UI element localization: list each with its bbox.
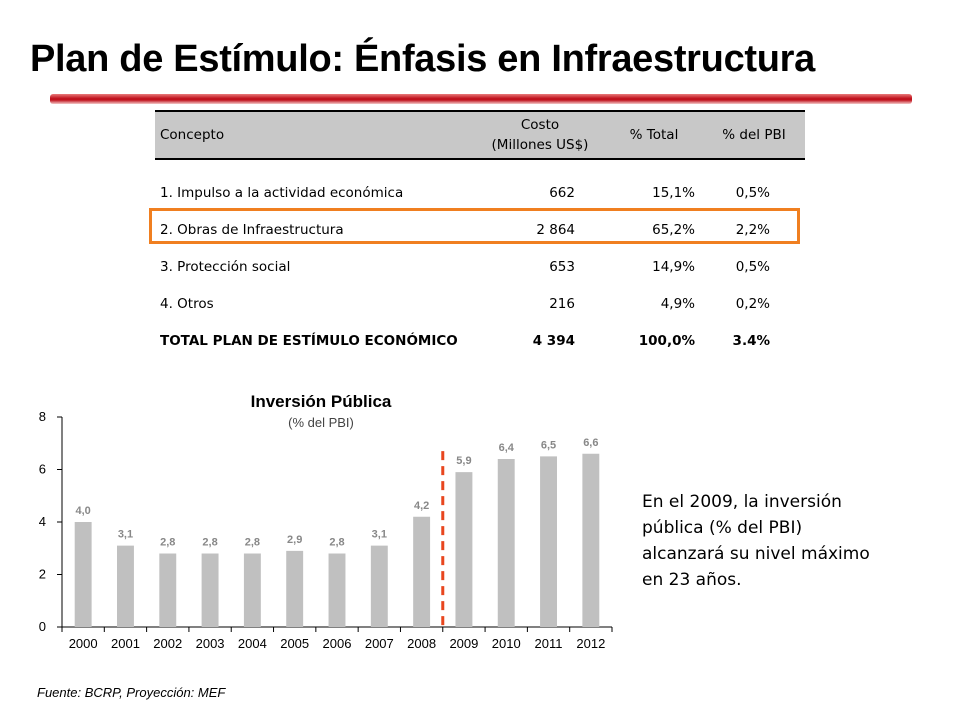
header-pct-pbi: % del PBI — [722, 127, 786, 143]
title-underline — [50, 94, 912, 104]
cell-concepto: 2. Obras de Infraestructura — [160, 221, 344, 238]
inversion-publica-chart: Inversión Pública (% del PBI) 0 2 4 6 8 4,0 20… — [0, 380, 640, 670]
y-tick-label: 2 — [39, 567, 46, 582]
cell-pct-total: 15,1% — [652, 184, 695, 201]
chart-marks: 0 2 4 6 8 4,0 2000 3,1 2001 2,8 2002 2,8 2003 2,8 2004… — [39, 409, 613, 651]
bar-data-label: 6,4 — [499, 442, 515, 454]
x-tick-label: 2004 — [238, 636, 267, 651]
header-concepto: Concepto — [160, 127, 225, 143]
table-total-row: TOTAL PLAN DE ESTÍMULO ECONÓMICO 4 394 1… — [155, 322, 805, 359]
table-row: 4. Otros 216 4,9% 0,2% — [155, 285, 805, 322]
cell-pct-pbi: 0,5% — [735, 184, 770, 201]
x-tick-label: 2010 — [492, 636, 521, 651]
y-tick-label: 0 — [39, 619, 46, 634]
bar-data-label: 6,6 — [583, 437, 598, 449]
cell-pct-total: 65,2% — [652, 221, 695, 238]
bar — [455, 472, 473, 627]
bar — [328, 553, 346, 627]
cell-concepto: 1. Impulso a la actividad económica — [160, 184, 404, 201]
header-costo-line2: (Millones US$) — [491, 137, 589, 153]
bar — [117, 545, 134, 627]
cell-total-concepto: TOTAL PLAN DE ESTÍMULO ECONÓMICO — [160, 332, 458, 349]
header-pct-total: % Total — [629, 127, 679, 143]
bar-data-label: 3,1 — [118, 529, 133, 541]
page-title: Plan de Estímulo: Énfasis en Infraestruc… — [30, 38, 816, 80]
cell-total-pct-pbi: 3.4% — [732, 332, 770, 349]
side-note-line1: En el 2009, la inversión — [642, 492, 842, 512]
cell-costo: 216 — [549, 295, 575, 312]
table-row: 1. Impulso a la actividad económica 662 … — [155, 174, 805, 211]
cell-concepto: 4. Otros — [160, 295, 214, 312]
bar — [201, 553, 219, 627]
y-tick-label: 6 — [39, 462, 46, 477]
x-tick-label: 2009 — [449, 636, 478, 651]
cell-pct-pbi: 2,2% — [735, 221, 770, 238]
chart-title: Inversión Pública — [251, 392, 392, 411]
cost-table: Concepto Costo (Millones US$) % Total % … — [155, 110, 805, 359]
infraestructura-highlight — [149, 208, 800, 244]
x-tick-label: 2008 — [407, 636, 436, 651]
bar — [243, 553, 261, 627]
cell-total-costo: 4 394 — [532, 332, 575, 349]
bar — [370, 545, 388, 627]
bar-data-label: 6,5 — [541, 439, 556, 451]
x-tick-label: 2007 — [365, 636, 394, 651]
bar — [413, 516, 431, 627]
x-tick-label: 2005 — [280, 636, 309, 651]
bar-data-label: 4,2 — [414, 500, 429, 512]
x-tick-label: 2003 — [196, 636, 225, 651]
y-tick-label: 4 — [39, 514, 46, 529]
bar — [540, 456, 557, 627]
cell-costo: 662 — [549, 184, 575, 201]
side-note-line2: pública (% del PBI) — [642, 518, 803, 538]
source-note: Fuente: BCRP, Proyección: MEF — [37, 685, 226, 700]
x-tick-label: 2006 — [323, 636, 352, 651]
bar-data-label: 2,8 — [160, 537, 175, 549]
table-header: Concepto Costo (Millones US$) % Total % … — [155, 110, 805, 160]
bar-data-label: 5,9 — [456, 455, 471, 467]
side-note: En el 2009, la inversión pública (% del … — [642, 489, 902, 593]
cell-pct-total: 14,9% — [652, 258, 695, 275]
bar — [286, 550, 304, 627]
x-tick-label: 2011 — [535, 636, 563, 651]
header-costo: Costo (Millones US$) — [475, 115, 605, 155]
cell-pct-pbi: 0,5% — [735, 258, 770, 275]
bar-data-label: 2,9 — [287, 534, 302, 546]
side-note-line4: en 23 años. — [642, 570, 742, 590]
bar — [582, 453, 600, 627]
x-tick-label: 2000 — [69, 636, 98, 651]
cell-pct-pbi: 0,2% — [735, 295, 770, 312]
table-row: 2. Obras de Infraestructura 2 864 65,2% … — [155, 211, 805, 248]
bar-data-label: 4,0 — [76, 505, 91, 517]
bar-data-label: 2,8 — [245, 537, 260, 549]
chart-subtitle: (% del PBI) — [288, 415, 354, 430]
bar-data-label: 2,8 — [329, 537, 344, 549]
header-costo-line1: Costo — [520, 117, 560, 133]
bar — [497, 459, 515, 627]
bar — [74, 522, 92, 627]
side-note-line3: alcanzará su nivel máximo — [642, 544, 870, 564]
bar — [159, 553, 177, 627]
x-tick-label: 2001 — [111, 636, 140, 651]
cell-pct-total: 4,9% — [660, 295, 695, 312]
bar-chart-svg: Inversión Pública (% del PBI) 0 2 4 6 8 4,0 20… — [39, 392, 613, 651]
bar-data-label: 3,1 — [372, 529, 387, 541]
x-tick-label: 2012 — [576, 636, 605, 651]
y-tick-label: 8 — [39, 409, 46, 424]
table-row: 3. Protección social 653 14,9% 0,5% — [155, 248, 805, 285]
cell-costo: 653 — [549, 258, 575, 275]
x-tick-label: 2002 — [153, 636, 182, 651]
cell-costo: 2 864 — [536, 221, 575, 238]
cell-total-pct-total: 100,0% — [638, 332, 695, 349]
cell-concepto: 3. Protección social — [160, 258, 291, 275]
bar-data-label: 2,8 — [202, 537, 217, 549]
